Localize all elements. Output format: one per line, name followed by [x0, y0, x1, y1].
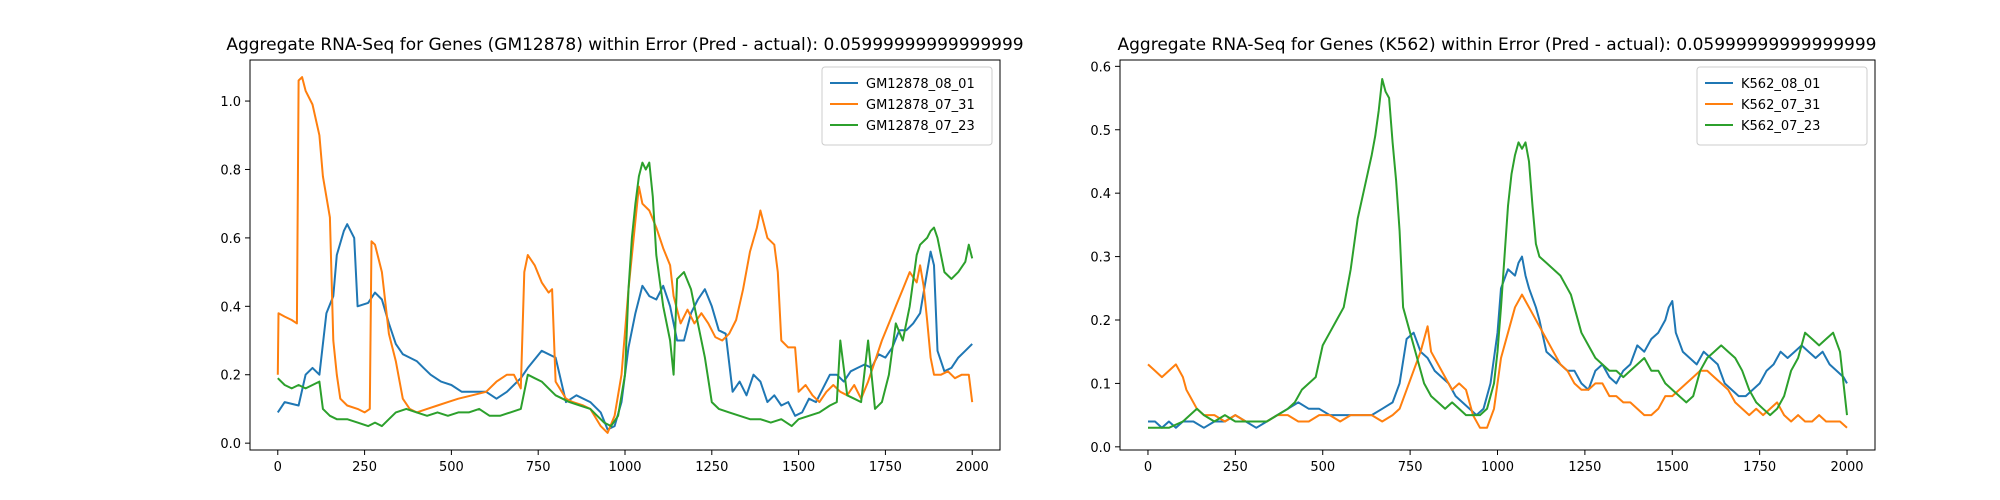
x-tick-label: 250 [1223, 460, 1248, 475]
x-tick-label: 0 [1144, 460, 1152, 475]
legend: K562_08_01 K562_07_31 K562_07_23 [1696, 66, 1868, 146]
legend-label: GM12878_07_23 [866, 119, 975, 134]
x-tick-label: 1000 [1481, 460, 1514, 475]
x-tick-label: 1250 [1568, 460, 1601, 475]
series-line-GM12878_07_31 [276, 76, 974, 434]
x-tick-label: 1750 [1743, 460, 1776, 475]
y-tick-label: 0.0 [1090, 441, 1111, 456]
y-tick-label: 0.6 [220, 232, 241, 247]
x-tick-label: 1500 [1656, 460, 1689, 475]
x-tick-label: 1500 [782, 460, 815, 475]
legend-label: K562_07_23 [1741, 119, 1820, 134]
y-tick-label: 0.2 [1090, 314, 1111, 329]
chart-gm12878: Aggregate RNA-Seq for Genes (GM12878) wi… [220, 35, 1023, 475]
x-tick-label: 2000 [1830, 460, 1863, 475]
y-tick-label: 0.2 [220, 369, 241, 384]
x-tick-label: 2000 [956, 460, 989, 475]
y-tick-label: 1.0 [220, 95, 241, 110]
y-tick-label: 0.5 [1090, 124, 1111, 139]
y-tick-label: 0.4 [1090, 187, 1111, 202]
legend-box [1696, 66, 1868, 146]
chart-title: Aggregate RNA-Seq for Genes (GM12878) wi… [226, 35, 1023, 55]
y-tick-label: 0.8 [220, 163, 241, 178]
chart-title: Aggregate RNA-Seq for Genes (K562) withi… [1118, 35, 1877, 55]
x-tick-label: 500 [439, 460, 464, 475]
y-tick-label: 0.3 [1090, 251, 1111, 266]
legend-label: GM12878_08_01 [866, 77, 975, 92]
x-tick-label: 1250 [695, 460, 728, 475]
y-tick-label: 0.6 [1090, 60, 1111, 75]
x-tick-label: 1000 [608, 460, 641, 475]
legend-box [821, 66, 993, 146]
series-line-GM12878_07_23 [277, 161, 974, 428]
legend: GM12878_08_01 GM12878_07_31 GM12878_07_23 [821, 66, 993, 146]
legend-label: K562_07_31 [1741, 98, 1820, 113]
x-tick-label: 250 [352, 460, 377, 475]
legend-label: GM12878_07_31 [866, 98, 975, 113]
legend-label: K562_08_01 [1741, 77, 1820, 92]
x-tick-label: 750 [526, 460, 551, 475]
x-tick-label: 750 [1398, 460, 1423, 475]
series-line-K562_07_23 [1148, 78, 1848, 429]
y-tick-label: 0.4 [220, 300, 241, 315]
x-tick-label: 0 [274, 460, 282, 475]
series-line-K562_08_01 [1148, 255, 1848, 429]
x-tick-label: 1750 [869, 460, 902, 475]
y-tick-label: 0.0 [220, 437, 241, 452]
x-tick-label: 500 [1310, 460, 1335, 475]
y-tick-label: 0.1 [1090, 377, 1111, 392]
chart-k562: Aggregate RNA-Seq for Genes (K562) withi… [1090, 35, 1876, 475]
